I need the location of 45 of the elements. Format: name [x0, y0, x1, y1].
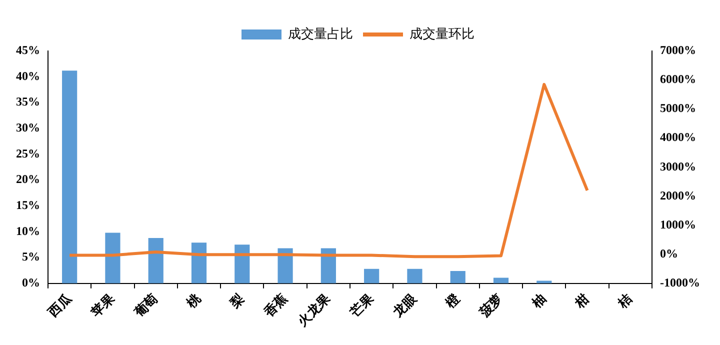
y-tick-label: 10%: [16, 224, 40, 238]
y-tick-label: 20%: [16, 172, 40, 186]
x-tick-label: 菠萝: [476, 290, 506, 320]
x-tick-label: 香蕉: [260, 290, 290, 320]
bar: [450, 271, 466, 284]
y2-tick-label: 4000%: [660, 130, 696, 144]
bar: [364, 268, 380, 284]
x-tick-label: 芒果: [346, 290, 377, 320]
bar: [234, 244, 250, 284]
bar: [148, 238, 164, 284]
y2-tick-label: 2000%: [660, 188, 696, 202]
x-tick-label: 桃: [182, 290, 204, 312]
x-tick-label: 西瓜: [44, 290, 75, 320]
x-tick-label: 龙眼: [390, 290, 420, 320]
bar: [493, 278, 509, 284]
legend-label: 成交量占比: [288, 26, 353, 42]
y-tick-label: 30%: [16, 120, 40, 135]
y-tick-label: 25%: [16, 146, 40, 160]
x-tick-label: 橙: [442, 290, 464, 312]
y2-tick-label: 0%: [660, 246, 678, 260]
y2-tick-label: -1000%: [660, 275, 700, 290]
legend-label: 成交量环比: [410, 26, 474, 42]
bar: [62, 70, 78, 284]
y2-tick-label: 6000%: [660, 72, 696, 86]
y-tick-label: 0%: [22, 275, 40, 290]
y-tick-label: 35%: [16, 94, 40, 109]
y2-tick-label: 5000%: [660, 101, 696, 116]
y2-tick-label: 7000%: [660, 43, 696, 58]
y2-tick-label: 1000%: [660, 217, 696, 232]
x-tick-label: 苹果: [88, 290, 118, 320]
x-tick-label: 柑: [571, 290, 592, 312]
x-tick-label: 梨: [226, 290, 247, 312]
bar: [105, 232, 120, 284]
y2-tick-label: 3000%: [660, 159, 696, 174]
bar: [191, 242, 207, 284]
y-tick-label: 45%: [16, 43, 40, 58]
y-tick-label: 40%: [16, 68, 40, 83]
bar: [407, 268, 422, 284]
bar: [278, 248, 293, 284]
y-tick-label: 5%: [22, 250, 40, 264]
x-tick-label: 桔: [614, 290, 635, 312]
y-tick-label: 15%: [16, 198, 40, 212]
x-tick-label: 柚: [528, 290, 549, 312]
x-tick-label: 火龙果: [294, 290, 334, 330]
x-tick-label: 葡萄: [130, 290, 160, 320]
